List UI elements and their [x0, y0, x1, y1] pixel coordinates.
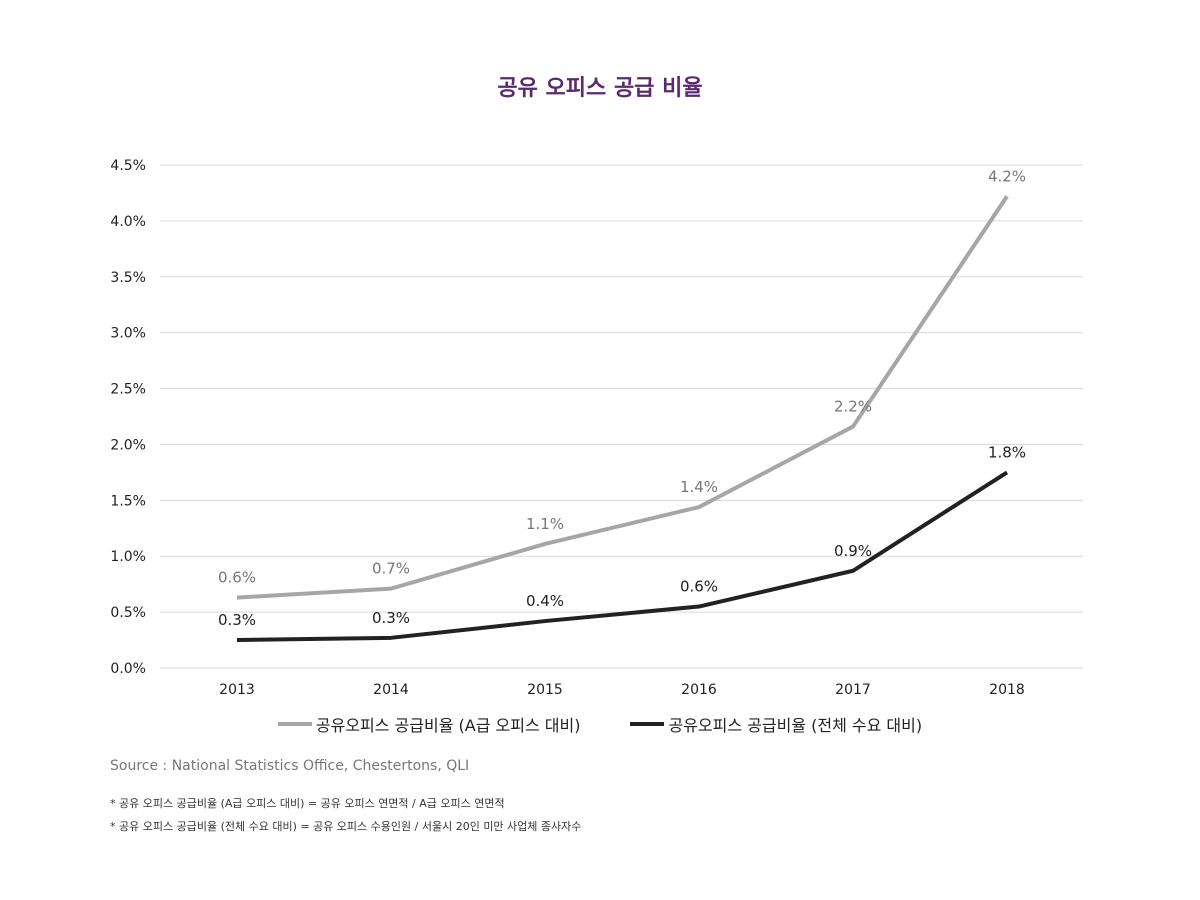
legend-label: 공유오피스 공급비율 (전체 수요 대비) [668, 716, 923, 735]
data-label: 0.3% [218, 611, 256, 629]
footnote: * 공유 오피스 공급비율 (A급 오피스 대비) = 공유 오피스 연면적 /… [110, 797, 505, 810]
x-tick-label: 2017 [835, 682, 871, 698]
x-tick-label: 2013 [219, 682, 255, 698]
source-text: Source : National Statistics Office, Che… [110, 758, 470, 774]
y-tick-label: 0.5% [110, 605, 146, 621]
x-tick-label: 2016 [681, 682, 717, 698]
legend-item-total-demand: 공유오피스 공급비율 (전체 수요 대비) [630, 712, 922, 736]
data-label: 0.6% [218, 569, 256, 587]
y-tick-label: 4.5% [110, 158, 146, 174]
data-label: 0.3% [372, 609, 410, 627]
x-tick-label: 2018 [989, 682, 1025, 698]
y-tick-label: 3.0% [110, 326, 146, 342]
data-label: 1.1% [526, 515, 564, 533]
y-tick-label: 2.0% [110, 437, 146, 453]
data-label: 0.4% [526, 592, 564, 610]
data-label: 0.7% [372, 560, 410, 578]
legend-label: 공유오피스 공급비율 (A급 오피스 대비) [315, 716, 581, 735]
y-tick-label: 0.0% [110, 661, 146, 677]
y-tick-label: 4.0% [110, 214, 146, 230]
data-label: 4.2% [988, 167, 1026, 185]
series-line-2 [236, 470, 1009, 643]
y-tick-label: 1.0% [110, 549, 146, 565]
legend-swatch [277, 722, 312, 726]
line-chart: 0.0% 0.5% 1.0% 1.5% 2.0% 2.5% 3.0% 3.5% 4.0% 4.5%… [110, 158, 1083, 698]
y-tick-label: 1.5% [110, 493, 146, 509]
legend-swatch [630, 722, 665, 726]
series-line-1 [236, 195, 1009, 600]
chart-title: 공유 오피스 공급 비율 [497, 76, 703, 101]
data-label: 1.8% [988, 443, 1026, 461]
legend-item-a-grade: 공유오피스 공급비율 (A급 오피스 대비) [277, 712, 581, 736]
data-label: 1.4% [680, 478, 718, 496]
x-tick-label: 2014 [373, 682, 409, 698]
data-label: 2.2% [834, 398, 872, 416]
data-label: 0.9% [834, 542, 872, 560]
data-label: 0.6% [680, 578, 718, 596]
y-tick-label: 2.5% [110, 382, 146, 398]
footnote: * 공유 오피스 공급비율 (전체 수요 대비) = 공유 오피스 수용인원 /… [110, 820, 582, 833]
legend: 공유오피스 공급비율 (A급 오피스 대비) 공유오피스 공급비율 (전체 수요… [0, 712, 1200, 736]
y-tick-label: 3.5% [110, 270, 146, 286]
x-tick-label: 2015 [527, 682, 563, 698]
